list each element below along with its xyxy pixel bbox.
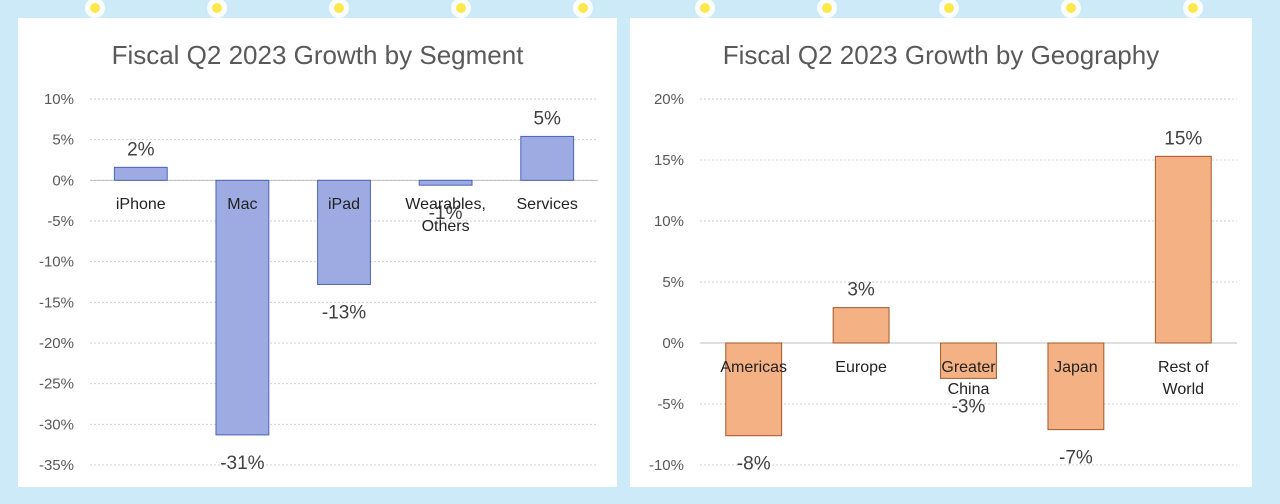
x-tick-label: Services bbox=[516, 196, 578, 214]
bar bbox=[725, 342, 783, 437]
x-tick-label: Greater China bbox=[941, 359, 996, 398]
bar bbox=[418, 179, 473, 186]
y-tick-label: -5% bbox=[47, 213, 74, 230]
y-tick-label: -25% bbox=[39, 376, 74, 393]
bar bbox=[1047, 342, 1105, 431]
y-tick-label: 0% bbox=[662, 335, 684, 352]
x-tick-label: Mac bbox=[227, 196, 258, 214]
chart-title: Fiscal Q2 2023 Growth by Geography bbox=[723, 40, 1159, 70]
data-label: 15% bbox=[1164, 128, 1202, 149]
y-tick-label: 10% bbox=[654, 213, 684, 230]
bar bbox=[940, 342, 997, 379]
data-label: 5% bbox=[533, 108, 561, 129]
x-tick-label: Americas bbox=[720, 359, 788, 376]
y-tick-label: -10% bbox=[649, 457, 684, 474]
chart-panel: Fiscal Q2 2023 Growth by Segment -35% -30%… bbox=[18, 18, 617, 487]
x-tick-label: Rest of World bbox=[1157, 359, 1209, 398]
x-tick-label: iPad bbox=[327, 196, 361, 214]
x-tick-label: iPhone bbox=[115, 196, 166, 214]
x-tick-label: Europe bbox=[835, 359, 887, 376]
data-label: -13% bbox=[322, 302, 366, 323]
y-tick-label: 0% bbox=[52, 172, 74, 189]
y-tick-label: -15% bbox=[39, 294, 74, 311]
y-tick-label: -10% bbox=[39, 254, 74, 271]
y-tick-label: 5% bbox=[52, 132, 74, 149]
bar bbox=[215, 179, 270, 436]
y-tick-label: 10% bbox=[44, 91, 74, 108]
y-tick-label: 15% bbox=[654, 152, 684, 169]
chart-panel: Fiscal Q2 2023 Growth by Geography -10% -5… bbox=[630, 18, 1252, 487]
data-label: -3% bbox=[952, 396, 986, 417]
bar bbox=[1154, 155, 1212, 344]
data-label: 2% bbox=[127, 139, 155, 160]
data-label: -7% bbox=[1059, 448, 1093, 469]
chart: Fiscal Q2 2023 Growth by Segment -35% -30%… bbox=[39, 40, 598, 474]
bar bbox=[832, 307, 890, 344]
bar bbox=[317, 179, 371, 285]
y-tick-label: -30% bbox=[39, 416, 74, 433]
chart-title: Fiscal Q2 2023 Growth by Segment bbox=[112, 40, 525, 70]
data-label: -8% bbox=[737, 454, 771, 475]
data-label: -1% bbox=[429, 203, 463, 224]
data-label: 3% bbox=[847, 280, 875, 301]
chart: Fiscal Q2 2023 Growth by Geography -10% -5… bbox=[649, 40, 1237, 475]
bar bbox=[520, 135, 575, 181]
bar bbox=[113, 166, 168, 181]
y-tick-label: -20% bbox=[39, 335, 74, 352]
x-tick-label: Japan bbox=[1054, 359, 1098, 376]
y-tick-label: -5% bbox=[657, 396, 684, 413]
y-tick-label: 20% bbox=[654, 91, 684, 108]
y-tick-label: -35% bbox=[39, 457, 74, 474]
data-label: -31% bbox=[220, 453, 264, 474]
y-tick-label: 5% bbox=[662, 274, 684, 291]
x-tick-label: Wearables, Others bbox=[405, 196, 486, 236]
